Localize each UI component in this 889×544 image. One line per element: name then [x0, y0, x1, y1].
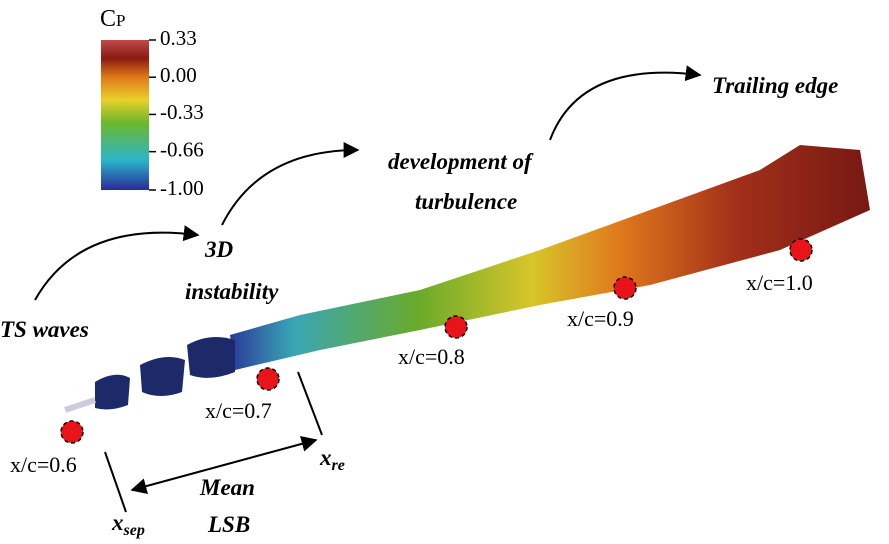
x-re-line	[298, 372, 322, 435]
x-re-main: x	[319, 445, 332, 470]
page: {"colorbar": {"title": "C", "title_sub":…	[0, 0, 889, 544]
colorbar-tick-label: 0.33	[160, 26, 197, 50]
annotation: instability	[185, 279, 279, 304]
colorbar-tick-label: -0.33	[160, 100, 204, 124]
ts-blob	[187, 337, 235, 378]
x-sep-line	[105, 452, 126, 512]
colorbar-tick-label: -0.66	[160, 137, 204, 161]
colorbar-tick-label: -1.00	[160, 176, 204, 200]
ts-onset	[65, 400, 95, 410]
curved-arrow	[550, 73, 700, 140]
station-dot	[257, 368, 279, 390]
colorbar-tick-label: 0.00	[160, 63, 197, 87]
station-dot	[614, 277, 636, 299]
station-label: x/c=1.0	[746, 270, 813, 295]
annotation: Mean	[199, 475, 255, 500]
station-label: x/c=0.9	[567, 306, 634, 331]
x-sep-main: x	[111, 510, 124, 535]
annotation: Trailing edge	[712, 73, 838, 98]
station-label: x/c=0.8	[398, 344, 465, 369]
ts-blob	[95, 375, 130, 410]
annotation: development of	[388, 149, 534, 174]
annotation: 3D	[204, 237, 234, 262]
colorbar	[101, 40, 149, 190]
x-re-sub: re	[332, 457, 345, 474]
figure: CP x/c=0.6 x/c=0.7 x/c=0.8 x/c=0.9 x/c=1…	[0, 0, 889, 544]
annotation: turbulence	[415, 189, 517, 214]
station-dot	[61, 421, 83, 443]
station-label: x/c=0.7	[205, 398, 272, 423]
x-re-label: xre	[319, 445, 345, 474]
station-dot	[790, 239, 812, 261]
turbulent-band	[230, 145, 870, 370]
annotation: TS waves	[0, 317, 89, 342]
colorbar-title-main: C	[100, 6, 116, 32]
curved-arrow	[35, 233, 198, 300]
x-sep-label: xsep	[111, 510, 145, 539]
station-dot	[445, 316, 467, 338]
station-label: x/c=0.6	[10, 452, 77, 477]
x-sep-sub: sep	[123, 522, 145, 539]
colorbar-title: CP	[100, 6, 125, 32]
curved-arrow	[222, 150, 358, 225]
colorbar-title-sub: P	[116, 11, 125, 30]
ts-blob	[140, 357, 185, 396]
annotation: LSB	[207, 512, 250, 537]
